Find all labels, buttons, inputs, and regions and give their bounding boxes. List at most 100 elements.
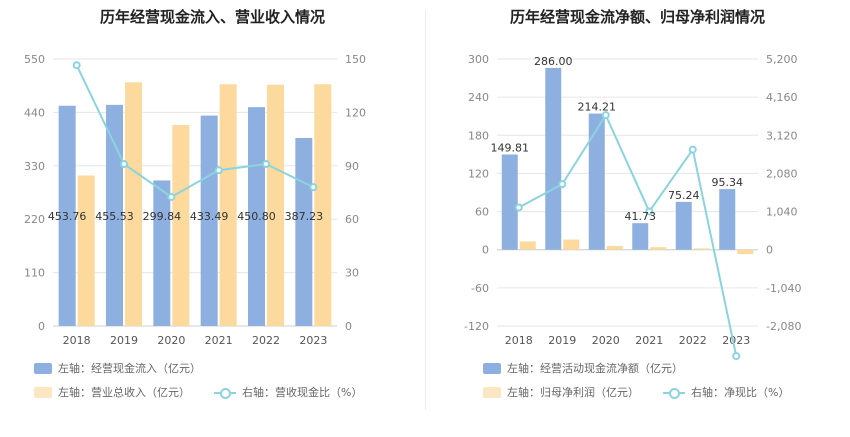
- chart-plot: -120 -2,080 -60 -1,040 0 0 60 1,040 120 2,080 180 3…: [464, 53, 801, 361]
- bar: [248, 107, 265, 326]
- data-label: 75.24: [668, 189, 700, 202]
- legend-item[interactable]: 右轴：营收现金比（%）: [214, 384, 362, 400]
- x-tick-label: 2023: [722, 334, 750, 347]
- y-left-tick-label: 120: [468, 167, 489, 180]
- y-left-tick-label: 300: [468, 53, 489, 66]
- chart-panel-left: 历年经营现金流入、营业收入情况 0 0 110 30 220 60 330 90 440 120 5…: [24, 8, 366, 400]
- line-point: [262, 160, 270, 169]
- chart-plot: 0 0 110 30 220 60 330 90 440 120 550 150 2018 2019 202…: [24, 53, 366, 347]
- data-label: 41.73: [625, 210, 657, 223]
- y-right-tick-label: 3,120: [766, 129, 798, 142]
- data-label: 214.21: [578, 101, 617, 114]
- data-label: 453.76: [48, 210, 87, 223]
- legend-swatch: [214, 387, 236, 399]
- bar: [650, 247, 667, 250]
- legend-item[interactable]: 右轴：净现比（%）: [663, 384, 789, 400]
- chart-title: 历年经营现金流净额、归母净利润情况: [509, 8, 765, 26]
- line-point: [558, 180, 567, 189]
- y-left-tick-label: -120: [464, 320, 489, 333]
- bar: [200, 115, 218, 327]
- x-tick-label: 2021: [205, 334, 233, 347]
- data-label: 387.23: [285, 210, 324, 223]
- legend-item[interactable]: 左轴：营业总收入（亿元）: [34, 384, 190, 400]
- y-left-tick-label: 330: [24, 160, 45, 173]
- data-label: 433.49: [190, 210, 229, 223]
- x-tick-label: 2018: [63, 334, 91, 347]
- y-right-tick-label: 150: [345, 53, 366, 66]
- bar: [693, 248, 710, 250]
- bar: [675, 201, 692, 250]
- bar: [77, 175, 95, 326]
- y-right-tick-label: 5,200: [766, 53, 798, 66]
- legend-swatch: [483, 362, 501, 374]
- bar: [563, 239, 580, 250]
- data-label: 455.53: [95, 210, 134, 223]
- x-tick-label: 2023: [299, 334, 327, 347]
- bar: [632, 223, 649, 250]
- y-left-tick-label: -60: [471, 282, 489, 295]
- line-point: [732, 352, 741, 361]
- legend-label: 左轴：归母净利润（亿元）: [507, 386, 639, 399]
- bar: [719, 189, 736, 250]
- y-right-tick-label: 0: [345, 320, 352, 333]
- y-right-tick-label: 0: [766, 244, 773, 257]
- chart-title: 历年经营现金流入、营业收入情况: [99, 8, 325, 26]
- line-point: [167, 192, 176, 201]
- x-tick-label: 2022: [252, 334, 280, 347]
- line-point: [645, 207, 654, 216]
- data-label: 286.00: [534, 55, 573, 68]
- bar: [125, 82, 142, 326]
- legend-item[interactable]: 左轴：经营活动现金流净额（亿元）: [483, 360, 683, 376]
- bar: [219, 84, 237, 326]
- x-tick-label: 2022: [679, 334, 707, 347]
- y-left-tick-label: 220: [24, 213, 45, 226]
- bar: [606, 245, 623, 250]
- x-tick-label: 2021: [635, 334, 663, 347]
- bar: [314, 84, 332, 326]
- y-left-tick-label: 0: [38, 320, 45, 333]
- x-tick-label: 2020: [157, 334, 185, 347]
- bar: [501, 154, 518, 250]
- data-label: 149.81: [491, 141, 530, 154]
- y-left-tick-label: 180: [468, 129, 489, 142]
- line-series: [518, 113, 738, 357]
- bar: [737, 249, 754, 255]
- bar: [106, 104, 123, 326]
- bar: [588, 113, 605, 250]
- bar: [172, 125, 190, 326]
- panel-divider: [425, 10, 426, 410]
- bar: [267, 84, 284, 326]
- y-right-tick-label: 60: [345, 213, 359, 226]
- x-tick-label: 2019: [110, 334, 138, 347]
- y-right-tick-label: -2,080: [766, 320, 801, 333]
- y-right-tick-label: -1,040: [766, 282, 801, 295]
- line-point: [72, 61, 81, 70]
- y-left-tick-label: 240: [468, 91, 489, 104]
- legend-label: 右轴：净现比（%）: [691, 386, 790, 399]
- y-right-tick-label: 1,040: [766, 206, 798, 219]
- x-tick-label: 2020: [592, 334, 620, 347]
- legend-label: 左轴：经营活动现金流净额（亿元）: [507, 362, 683, 375]
- legend-item[interactable]: 左轴：经营现金流入（亿元）: [34, 360, 201, 376]
- legend-swatch: [663, 387, 685, 399]
- x-tick-label: 2019: [548, 334, 576, 347]
- line-point: [120, 160, 128, 169]
- legend-label: 左轴：经营现金流入（亿元）: [58, 362, 201, 375]
- y-left-tick-label: 60: [475, 206, 489, 219]
- bar: [153, 180, 171, 326]
- y-left-tick-label: 550: [24, 53, 45, 66]
- line-point: [309, 183, 318, 192]
- legend-swatch: [34, 386, 52, 398]
- y-right-tick-label: 2,080: [766, 167, 798, 180]
- legend-label: 左轴：营业总收入（亿元）: [58, 386, 190, 399]
- bar: [58, 105, 76, 326]
- legend-label: 右轴：营收现金比（%）: [242, 386, 363, 399]
- line-series: [75, 64, 314, 199]
- legend-item[interactable]: 左轴：归母净利润（亿元）: [483, 384, 639, 400]
- line-point: [601, 111, 610, 120]
- y-right-tick-label: 120: [345, 106, 366, 119]
- chart-panel-right: 历年经营现金流净额、归母净利润情况 -120 -2,080 -60 -1,040 0 0 6…: [425, 0, 850, 437]
- legend-swatch: [34, 362, 52, 374]
- data-label: 299.84: [143, 210, 182, 223]
- y-left-tick-label: 440: [24, 106, 45, 119]
